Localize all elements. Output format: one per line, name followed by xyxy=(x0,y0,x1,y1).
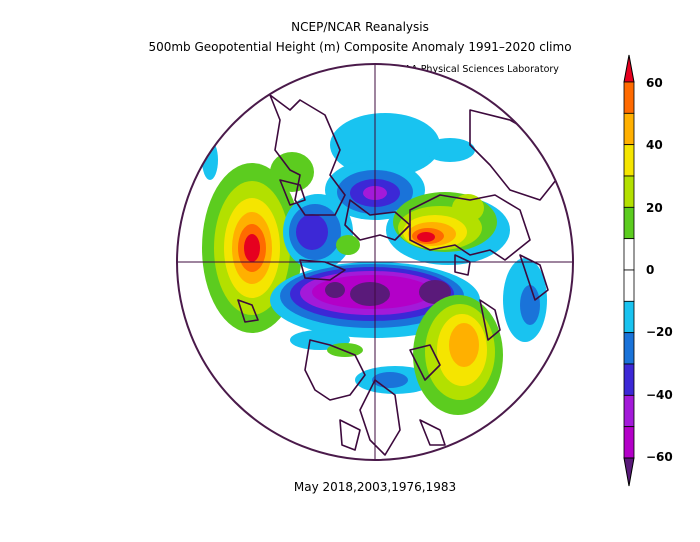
colorbar-cell xyxy=(623,112,635,146)
colorbar-cell xyxy=(623,269,635,302)
colorbar-arrow-top xyxy=(623,54,635,83)
map-boundary xyxy=(176,63,574,461)
colorbar-arrow-bottom xyxy=(623,457,635,487)
title: NCEP/NCAR Reanalysis xyxy=(291,20,429,34)
colorbar-tick-label: 40 xyxy=(646,138,663,152)
colorbar-cell xyxy=(623,426,635,459)
colorbar-tick-label: 0 xyxy=(646,263,655,277)
colorbar-cell xyxy=(623,144,635,177)
colorbar-tick-label: −60 xyxy=(646,450,673,464)
colorbar-tick-label: −40 xyxy=(646,388,673,402)
colorbar-cell xyxy=(623,300,635,334)
colorbar-cell xyxy=(623,175,635,208)
colorbar-cell xyxy=(623,363,635,396)
colorbar-cell xyxy=(623,394,635,428)
credit-label: NOAA Physical Sciences Laboratory xyxy=(390,64,559,75)
colorbar-cell xyxy=(623,206,635,240)
colorbar-cell xyxy=(623,332,635,365)
polar-map xyxy=(176,63,574,461)
colorbar xyxy=(623,54,635,487)
caption: May 2018,2003,1976,1983 xyxy=(293,480,457,494)
colorbar-cell xyxy=(623,238,635,271)
colorbar-tick-label: −20 xyxy=(646,325,673,339)
colorbar-tick-label: 60 xyxy=(646,76,663,90)
colorbar-tick-label: 20 xyxy=(646,201,663,215)
colorbar-cell xyxy=(623,81,635,114)
subtitle: 500mb Geopotential Height (m) Composite … xyxy=(148,40,572,54)
